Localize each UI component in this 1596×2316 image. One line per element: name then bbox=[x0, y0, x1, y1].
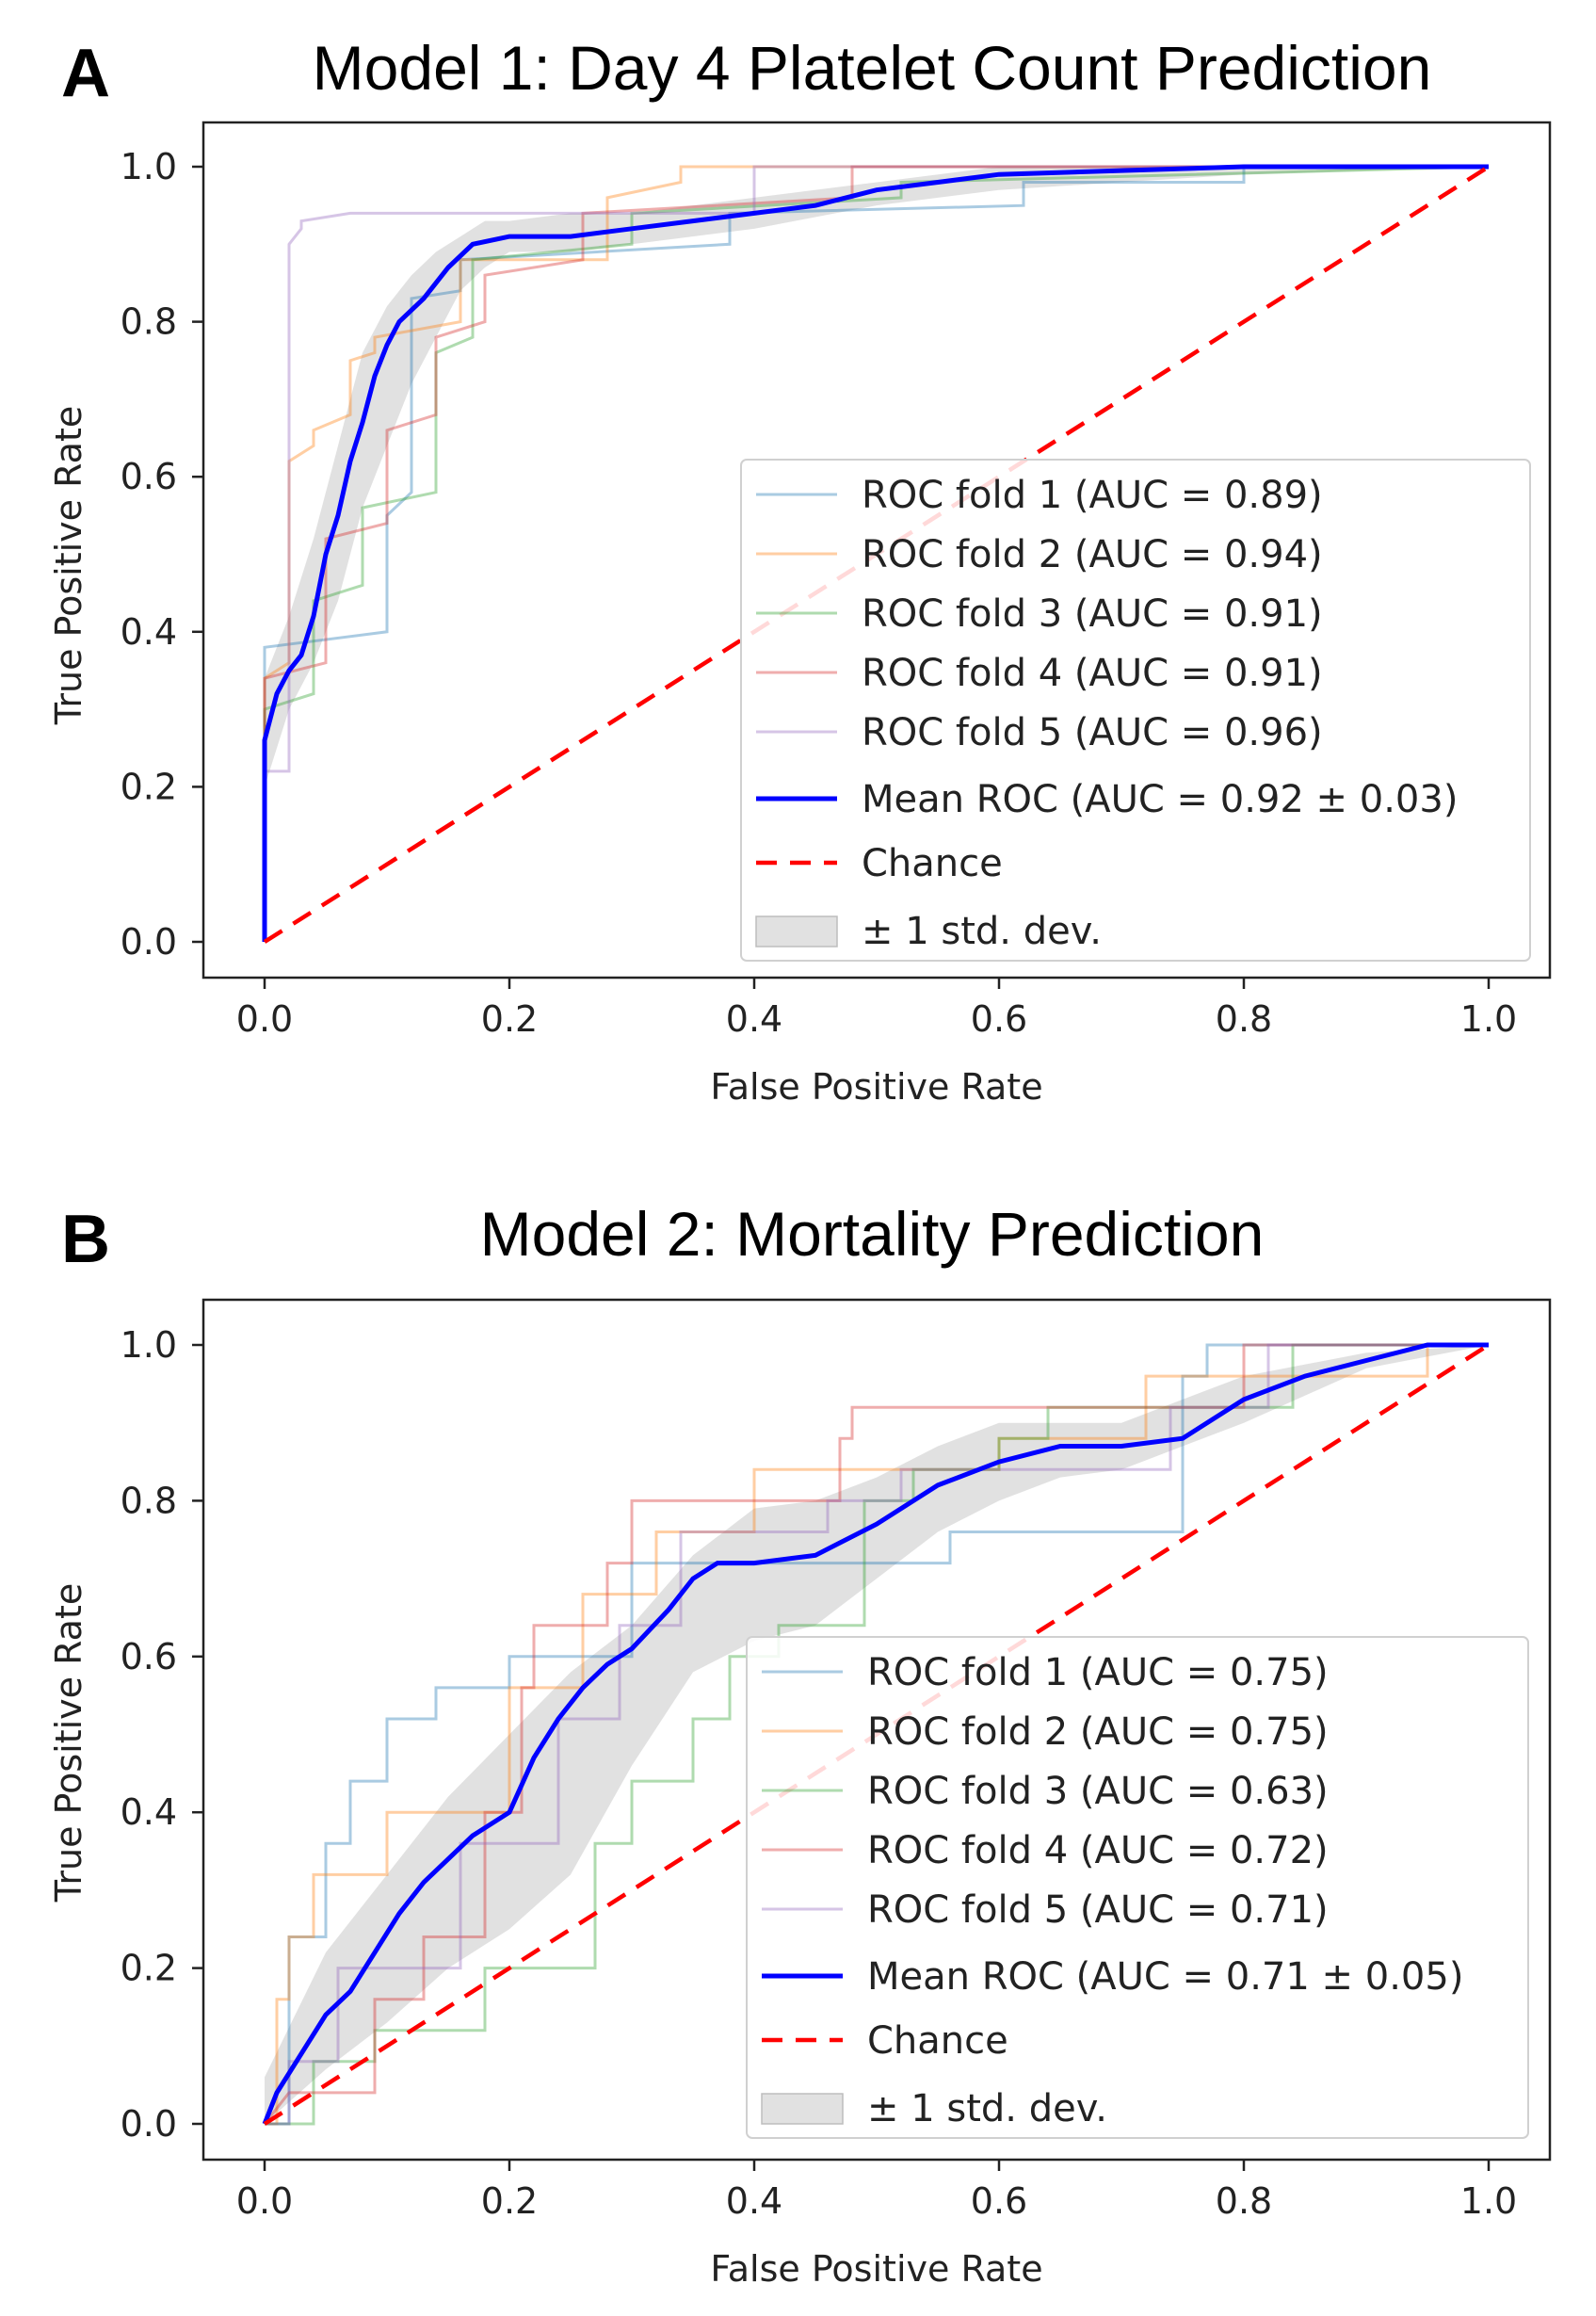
x-tick-label: 1.0 bbox=[1460, 2180, 1517, 2222]
roc-fold-line-1 bbox=[265, 1343, 1489, 2126]
roc-fold-line-2 bbox=[263, 165, 1489, 942]
chart-title: Model 2: Mortality Prediction bbox=[480, 1199, 1265, 1269]
roc-fold-line-3 bbox=[265, 1343, 1489, 2126]
legend-entry-label: Mean ROC (AUC = 0.92 ± 0.03) bbox=[862, 778, 1458, 821]
y-tick-label: 1.0 bbox=[121, 1324, 177, 1366]
y-tick-label: 0.6 bbox=[121, 1636, 177, 1677]
y-tick-label: 0.0 bbox=[121, 921, 177, 963]
x-axis-label: False Positive Rate bbox=[710, 1066, 1042, 1108]
legend-entry-label: ± 1 std. dev. bbox=[867, 2087, 1107, 2130]
legend-entry-label: Mean ROC (AUC = 0.71 ± 0.05) bbox=[867, 1955, 1463, 1999]
legend-entry-label: ROC fold 1 (AUC = 0.89) bbox=[862, 474, 1323, 517]
roc-fold-line-2 bbox=[265, 1343, 1489, 2126]
legend-entry-label: ± 1 std. dev. bbox=[862, 910, 1102, 953]
chart-b: 0.0 0.2 0.4 0.6 0.8 1.0 0.0 0.2 0.4 0.6 0.8 1.0 Fals… bbox=[48, 1298, 1552, 2290]
y-tick-label: 1.0 bbox=[121, 146, 177, 187]
y-axis-label: True Positive Rate bbox=[48, 406, 89, 726]
roc-fold-line-3 bbox=[263, 165, 1490, 942]
legend: ROC fold 1 (AUC = 0.75) ROC fold 2 (AUC =… bbox=[746, 1636, 1529, 2139]
x-tick-label: 0.0 bbox=[236, 998, 293, 1040]
y-tick-label: 0.4 bbox=[121, 1791, 177, 1833]
panel-letter-b: B bbox=[61, 1202, 110, 1277]
mean-roc-line bbox=[262, 164, 1489, 942]
y-tick-label: 0.8 bbox=[121, 301, 177, 343]
legend-entry-label: ROC fold 3 (AUC = 0.63) bbox=[867, 1770, 1329, 1813]
legend-entry-label: ROC fold 4 (AUC = 0.91) bbox=[862, 652, 1323, 695]
legend-entry-label: ROC fold 4 (AUC = 0.72) bbox=[867, 1829, 1329, 1872]
x-tick-label: 0.6 bbox=[971, 998, 1027, 1040]
x-tick-label: 1.0 bbox=[1460, 998, 1517, 1040]
legend-swatch bbox=[761, 2093, 844, 2125]
legend-entry-label: ROC fold 2 (AUC = 0.94) bbox=[862, 533, 1323, 576]
y-tick-label: 0.8 bbox=[121, 1480, 177, 1521]
roc-fold-line-4 bbox=[263, 165, 1489, 942]
panel-a: A Model 1: Day 4 Platelet Count Predicti… bbox=[48, 33, 1552, 1108]
y-tick-label: 0.0 bbox=[121, 2103, 177, 2145]
legend-entry-label: Chance bbox=[867, 2019, 1008, 2063]
x-tick-label: 0.4 bbox=[726, 2180, 782, 2222]
x-tick-label: 0.2 bbox=[481, 2180, 538, 2222]
legend-entry-label: ROC fold 5 (AUC = 0.96) bbox=[862, 711, 1323, 754]
legend-box bbox=[740, 459, 1531, 962]
x-tick-label: 0.4 bbox=[726, 998, 782, 1040]
legend-entry-label: Chance bbox=[862, 842, 1003, 885]
x-tick-label: 0.0 bbox=[236, 2180, 293, 2222]
legend: ROC fold 1 (AUC = 0.89) ROC fold 2 (AUC =… bbox=[740, 459, 1531, 962]
y-axis-label: True Positive Rate bbox=[48, 1583, 89, 1903]
legend-entry-label: ROC fold 3 (AUC = 0.91) bbox=[862, 592, 1323, 636]
roc-fold-line-1 bbox=[263, 165, 1489, 942]
x-tick-label: 0.8 bbox=[1216, 2180, 1272, 2222]
roc-fold-line-4 bbox=[263, 1343, 1489, 2125]
legend-box bbox=[746, 1636, 1529, 2139]
y-tick-label: 0.2 bbox=[121, 1948, 177, 1989]
legend-swatch bbox=[755, 915, 838, 947]
x-axis-label: False Positive Rate bbox=[710, 2248, 1042, 2290]
legend-entry-label: ROC fold 1 (AUC = 0.75) bbox=[867, 1651, 1329, 1694]
mean-roc-line bbox=[262, 1342, 1489, 2125]
x-tick-label: 0.2 bbox=[481, 998, 538, 1040]
legend-entry-label: ROC fold 2 (AUC = 0.75) bbox=[867, 1710, 1329, 1754]
panel-letter-a: A bbox=[61, 36, 110, 111]
chart-a: 0.0 0.2 0.4 0.6 0.8 1.0 0.0 0.2 0.4 0.6 0.8 1.0 Fals… bbox=[48, 121, 1552, 1108]
x-tick-label: 0.8 bbox=[1216, 998, 1272, 1040]
y-tick-label: 0.2 bbox=[121, 766, 177, 807]
roc-fold-line-5 bbox=[263, 165, 1489, 942]
x-tick-label: 0.6 bbox=[971, 2180, 1027, 2222]
y-tick-label: 0.4 bbox=[121, 611, 177, 653]
y-tick-label: 0.6 bbox=[121, 456, 177, 497]
panel-b: B Model 2: Mortality Prediction 0.0 0.2 0.… bbox=[48, 1199, 1552, 2290]
std-band bbox=[265, 1345, 1489, 2124]
legend-entry-label: ROC fold 5 (AUC = 0.71) bbox=[867, 1888, 1329, 1932]
chart-title: Model 1: Day 4 Platelet Count Prediction bbox=[313, 33, 1432, 103]
